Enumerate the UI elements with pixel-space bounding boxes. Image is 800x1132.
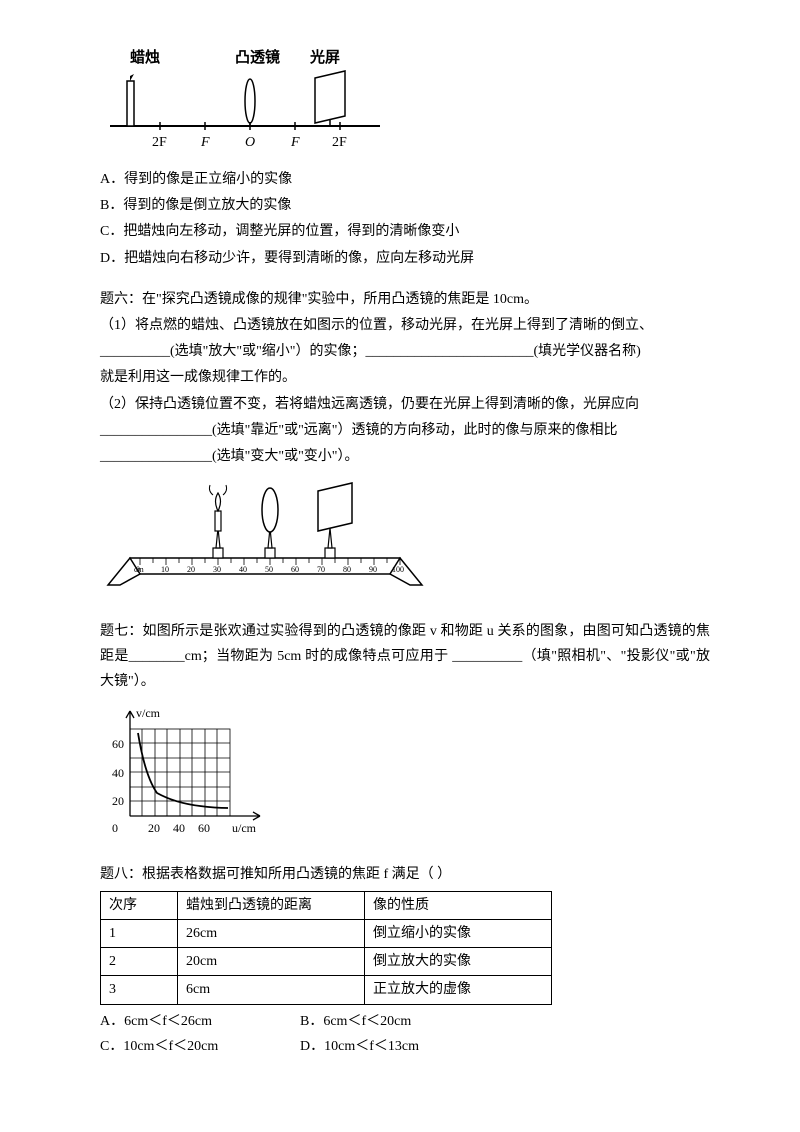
svg-text:10: 10 (161, 565, 169, 574)
svg-text:v/cm: v/cm (136, 706, 161, 720)
q8-table: 次序 蜡烛到凸透镜的距离 像的性质 126cm倒立缩小的实像 220cm倒立放大… (100, 891, 552, 1005)
q5-option-b: B．得到的像是倒立放大的实像 (100, 193, 710, 218)
svg-text:F: F (290, 135, 300, 150)
svg-text:60: 60 (291, 565, 299, 574)
q8-title: 题八：根据表格数据可推知所用凸透镜的焦距 f 满足（ ） (100, 862, 710, 887)
svg-text:0: 0 (112, 821, 118, 835)
svg-text:蜡烛: 蜡烛 (130, 48, 160, 66)
q5-option-a: A．得到的像是正立缩小的实像 (100, 167, 710, 192)
svg-text:20: 20 (187, 565, 195, 574)
svg-text:F: F (200, 135, 210, 150)
svg-text:20: 20 (112, 794, 124, 808)
q8-options-row2: C．10cm＜f＜20cmD．10cm＜f＜13cm (100, 1034, 710, 1059)
q5-diagram: 蜡烛 凸透镜 光屏 2F F O F 2F (100, 46, 390, 161)
q6-p2c: ________________(选填"变大"或"变小"）。 (100, 444, 710, 469)
svg-text:40: 40 (239, 565, 247, 574)
svg-text:30: 30 (213, 565, 221, 574)
svg-text:90: 90 (369, 565, 377, 574)
q8-options-row1: A．6cm＜f＜26cmB．6cm＜f＜20cm (100, 1009, 710, 1034)
q6-p1a: （1）将点燃的蜡烛、凸透镜放在如图示的位置，移动光屏，在光屏上得到了清晰的倒立、 (100, 313, 710, 338)
q6-p2a: （2）保持凸透镜位置不变，若将蜡烛远离透镜，仍要在光屏上得到清晰的像，光屏应向 (100, 392, 710, 417)
q6-p1b: __________(选填"放大"或"缩小"）的实像；_____________… (100, 339, 710, 364)
q7-text: 题七：如图所示是张欢通过实验得到的凸透镜的像距 v 和物距 u 关系的图象，由图… (100, 619, 710, 695)
svg-text:80: 80 (343, 565, 351, 574)
svg-text:光屏: 光屏 (309, 48, 340, 66)
svg-text:40: 40 (112, 766, 124, 780)
svg-text:2F: 2F (152, 135, 167, 150)
svg-text:20: 20 (148, 821, 160, 835)
svg-text:40: 40 (173, 821, 185, 835)
svg-text:100: 100 (392, 565, 404, 574)
q6-diagram: 0 cm 10 20 30 40 50 60 70 80 90 100 (100, 473, 430, 598)
q6-p1c: 就是利用这一成像规律工作的。 (100, 365, 710, 390)
svg-text:2F: 2F (332, 135, 347, 150)
svg-text:60: 60 (198, 821, 210, 835)
svg-text:50: 50 (265, 565, 273, 574)
svg-text:cm: cm (134, 565, 145, 574)
q6-title: 题六：在"探究凸透镜成像的规律"实验中，所用凸透镜的焦距是 10cm。 (100, 287, 710, 312)
q6-p2b: ________________(选填"靠近"或"远离"）透镜的方向移动，此时的… (100, 418, 710, 443)
q5-option-d: D．把蜡烛向右移动少许，要得到清晰的像，应向左移动光屏 (100, 246, 710, 271)
q7-chart: v/cm 60 40 20 0 20 40 60 u/cm (100, 701, 280, 841)
svg-text:70: 70 (317, 565, 325, 574)
q5-option-c: C．把蜡烛向左移动，调整光屏的位置，得到的清晰像变小 (100, 219, 710, 244)
svg-text:60: 60 (112, 737, 124, 751)
svg-text:O: O (245, 135, 255, 150)
svg-text:u/cm: u/cm (232, 821, 257, 835)
svg-text:凸透镜: 凸透镜 (235, 48, 280, 66)
